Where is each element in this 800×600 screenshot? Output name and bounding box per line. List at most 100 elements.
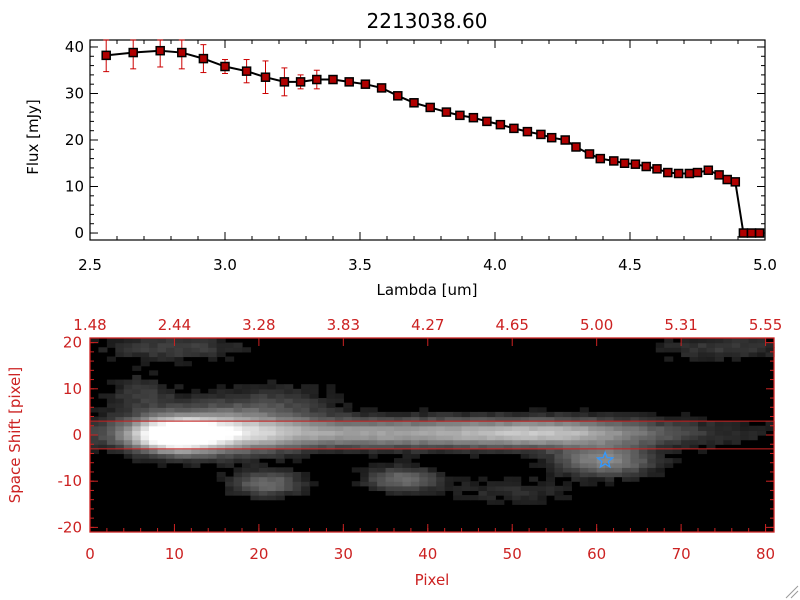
heatmap-cell bbox=[233, 453, 243, 459]
heatmap-cell bbox=[647, 453, 657, 459]
heatmap-cell bbox=[529, 495, 539, 501]
heatmap-cell bbox=[258, 411, 268, 418]
heatmap-cell bbox=[140, 393, 150, 399]
heatmap-cell bbox=[647, 462, 657, 468]
heatmap-cell bbox=[106, 338, 116, 344]
heatmap-cell bbox=[579, 462, 589, 468]
heatmap-cell bbox=[520, 416, 530, 422]
heatmap-cell bbox=[596, 416, 606, 422]
heatmap-cell bbox=[225, 425, 235, 431]
x-tick-label: 4.0 bbox=[483, 256, 507, 274]
heatmap-cell bbox=[140, 416, 150, 422]
heatmap-cell bbox=[410, 435, 420, 441]
heatmap-cell bbox=[698, 439, 708, 445]
heatmap-cell bbox=[166, 342, 176, 348]
data-point bbox=[722, 174, 732, 185]
y-tick-label: 10 bbox=[65, 178, 84, 196]
heatmap-cell bbox=[562, 458, 572, 464]
heatmap-cell bbox=[444, 476, 454, 482]
heatmap-cell bbox=[242, 444, 252, 450]
heatmap-cell bbox=[638, 425, 648, 431]
heatmap-cell bbox=[360, 411, 370, 418]
heatmap-cell bbox=[182, 453, 192, 459]
heatmap-cell bbox=[132, 402, 142, 408]
heatmap-cell bbox=[149, 402, 159, 408]
heatmap-cell bbox=[233, 416, 243, 422]
heatmap-cell bbox=[157, 356, 167, 362]
heatmap-cell bbox=[647, 444, 657, 450]
heatmap-cell bbox=[478, 430, 488, 436]
heatmap-cell bbox=[132, 425, 142, 431]
heatmap-cell bbox=[714, 425, 724, 431]
heatmap-cell bbox=[495, 439, 505, 445]
heatmap-cell bbox=[436, 476, 446, 482]
heatmap-cell bbox=[647, 448, 657, 455]
heatmap-cell bbox=[681, 338, 691, 344]
heatmap-cell bbox=[258, 407, 268, 413]
heatmap-cell bbox=[681, 342, 691, 348]
heatmap-cell bbox=[520, 439, 530, 445]
heatmap-cell bbox=[402, 416, 412, 422]
heatmap-cell bbox=[605, 425, 615, 431]
heatmap-cell bbox=[655, 430, 665, 436]
heatmap-cell bbox=[225, 356, 235, 362]
heatmap-cell bbox=[689, 416, 699, 422]
heatmap-cell bbox=[166, 347, 176, 353]
heatmap-cell bbox=[537, 462, 547, 468]
heatmap-cell bbox=[301, 444, 311, 450]
heatmap-cell bbox=[199, 338, 209, 344]
data-point bbox=[684, 168, 695, 179]
heatmap-cell bbox=[250, 435, 260, 441]
heatmap-cell bbox=[419, 439, 429, 445]
resize-grip-icon[interactable] bbox=[785, 585, 799, 599]
heatmap-cell bbox=[208, 338, 218, 344]
heatmap-cell bbox=[191, 458, 201, 464]
heatmap-cell bbox=[529, 411, 539, 418]
heatmap-cell bbox=[233, 398, 243, 404]
heatmap-cell bbox=[377, 476, 387, 482]
heatmap-cell bbox=[225, 342, 235, 348]
heatmap-cell bbox=[503, 490, 513, 496]
heatmap-cell bbox=[486, 416, 496, 422]
heatmap-cell bbox=[537, 425, 547, 431]
heatmap-cell bbox=[461, 430, 471, 436]
heatmap-cell bbox=[98, 421, 108, 427]
heatmap-cell bbox=[512, 425, 522, 431]
heatmap-cell bbox=[292, 388, 302, 395]
heatmap-cell bbox=[436, 425, 446, 431]
heatmap-y-tick-label: -20 bbox=[58, 518, 83, 536]
heatmap-cell bbox=[115, 448, 125, 455]
heatmap-cell bbox=[757, 347, 767, 353]
heatmap-cell bbox=[284, 435, 294, 441]
heatmap-cell bbox=[191, 462, 201, 468]
heatmap-cell bbox=[258, 398, 268, 404]
heatmap-cell bbox=[318, 430, 328, 436]
heatmap-cell bbox=[166, 411, 176, 418]
heatmap-cell bbox=[571, 416, 581, 422]
heatmap-cell bbox=[191, 351, 201, 358]
heatmap-cell bbox=[377, 421, 387, 427]
heatmap-cell bbox=[444, 439, 454, 445]
heatmap-cell bbox=[208, 444, 218, 450]
heatmap-cell bbox=[106, 425, 116, 431]
heatmap-cell bbox=[537, 435, 547, 441]
heatmap-cell bbox=[140, 398, 150, 404]
heatmap-cell bbox=[410, 411, 420, 418]
heatmap-cell bbox=[478, 421, 488, 427]
heatmap-cell bbox=[444, 425, 454, 431]
data-point bbox=[279, 77, 290, 87]
heatmap-cell bbox=[225, 490, 235, 496]
heatmap-cell bbox=[731, 351, 741, 358]
heatmap-cell bbox=[140, 411, 150, 418]
heatmap-cell bbox=[334, 444, 344, 450]
heatmap-cell bbox=[250, 471, 260, 478]
heatmap-cell bbox=[191, 416, 201, 422]
heatmap-cell bbox=[191, 398, 201, 404]
heatmap-cell bbox=[655, 448, 665, 455]
heatmap-cell bbox=[225, 439, 235, 445]
heatmap-cell bbox=[605, 416, 615, 422]
heatmap-cell bbox=[199, 416, 209, 422]
heatmap-cell bbox=[689, 338, 699, 344]
heatmap-cell bbox=[537, 407, 547, 413]
heatmap-cell bbox=[605, 481, 615, 487]
